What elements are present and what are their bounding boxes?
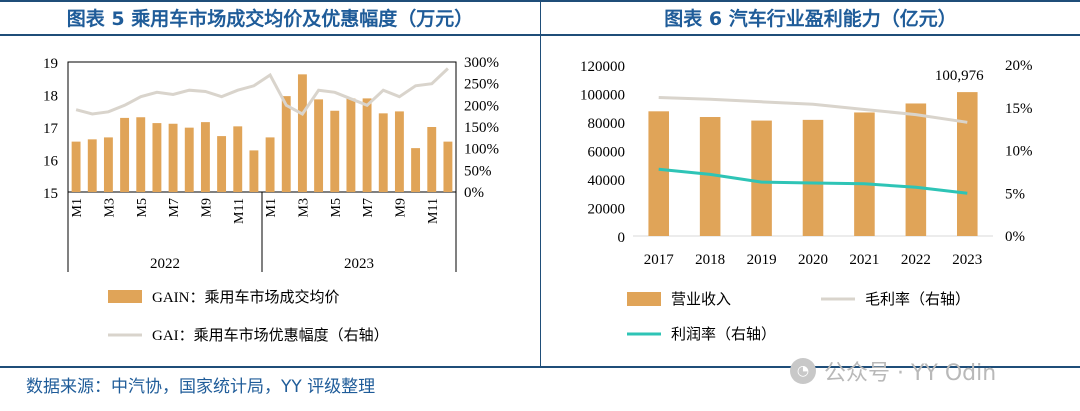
left-axis-tick: 120000 xyxy=(580,59,625,75)
right-axis-tick: 10% xyxy=(1005,144,1033,160)
month-tick: M9 xyxy=(199,198,214,217)
month-tick: M1 xyxy=(264,198,279,217)
month-tick: M3 xyxy=(296,198,311,217)
price-bar xyxy=(411,148,421,192)
gross-margin-line xyxy=(658,96,968,124)
price-bar xyxy=(378,113,388,192)
price-bar xyxy=(71,141,81,192)
month-tick: M5 xyxy=(135,198,150,217)
revenue-bar xyxy=(699,117,721,236)
year-label: 2022 xyxy=(150,256,180,272)
profit-margin-line xyxy=(658,167,968,195)
right-axis-tick: 250% xyxy=(464,77,499,93)
price-bar xyxy=(217,136,227,192)
price-bar xyxy=(249,150,259,192)
right-axis-tick: 20% xyxy=(1005,58,1033,74)
price-bar xyxy=(297,74,307,192)
price-bar xyxy=(443,141,453,192)
price-bar xyxy=(330,110,340,192)
year-tick: 2017 xyxy=(644,252,675,268)
source-note: 数据来源：中汽协，国家统计局，YY 评级整理 xyxy=(26,377,376,397)
price-bar xyxy=(346,98,356,192)
revenue-bar xyxy=(802,119,824,236)
price-bar xyxy=(314,99,324,192)
price-bar xyxy=(184,127,194,192)
month-tick: M11 xyxy=(426,198,441,224)
right-chart-title: 图表 6 汽车行业盈利能力（亿元） xyxy=(664,8,957,30)
year-tick: 2021 xyxy=(849,252,879,268)
year-tick: 2019 xyxy=(747,252,777,268)
month-tick: M5 xyxy=(329,198,344,217)
data-label-2023: 100,976 xyxy=(935,68,984,84)
left-axis-tick: 15 xyxy=(43,186,58,202)
watermark: ◔ 公众号 · YY Odin xyxy=(790,355,996,387)
price-bar xyxy=(152,123,162,192)
month-tick: M1 xyxy=(70,198,85,217)
legend-revenue-swatch xyxy=(627,292,661,306)
price-bar xyxy=(87,139,97,192)
left-axis-tick: 80000 xyxy=(588,116,626,132)
revenue-bar xyxy=(751,120,772,236)
month-tick: M7 xyxy=(167,198,182,217)
price-discount-chart: 15 16 17 18 19 0% 50% 100% 150% 200% 250% 300% M1 M3 M… xyxy=(43,55,499,344)
left-chart-title: 图表 5 乘用车市场成交均价及优惠幅度（万元） xyxy=(66,8,474,30)
wechat-icon: ◔ xyxy=(790,358,816,384)
year-tick: 2020 xyxy=(798,252,828,268)
price-bar xyxy=(362,98,372,192)
right-axis-tick: 200% xyxy=(464,98,499,114)
year-tick: 2022 xyxy=(901,252,931,268)
legend-revenue-label: 营业收入 xyxy=(671,291,731,308)
left-axis-tick: 20000 xyxy=(588,202,626,218)
right-axis-tick: 300% xyxy=(464,55,499,71)
year-label: 2023 xyxy=(344,256,374,272)
left-axis-tick: 19 xyxy=(43,56,58,72)
year-tick: 2018 xyxy=(695,252,725,268)
legend-bar-label: GAIN：乘用车市场成交均价 xyxy=(152,288,340,306)
price-bar xyxy=(233,126,243,192)
year-tick: 2023 xyxy=(952,252,982,268)
profitability-chart: 0 20000 40000 60000 80000 100000 120000 0% 5% 10%… xyxy=(580,58,1033,343)
price-bar xyxy=(265,137,275,192)
watermark-text: 公众号 · YY Odin xyxy=(824,361,997,386)
month-tick: M9 xyxy=(393,198,408,217)
left-axis-tick: 18 xyxy=(43,89,58,105)
price-bar xyxy=(427,127,437,192)
legend-line-label: GAI：乘用车市场优惠幅度（右轴） xyxy=(152,327,389,344)
price-bar xyxy=(200,122,210,192)
month-tick: M3 xyxy=(102,198,117,217)
right-axis-tick: 0% xyxy=(464,185,484,201)
price-bar xyxy=(394,111,404,192)
left-axis-tick: 17 xyxy=(43,121,59,137)
left-axis-tick: 60000 xyxy=(588,145,626,161)
right-axis-tick: 5% xyxy=(1005,186,1025,202)
right-axis-tick: 15% xyxy=(1005,101,1033,117)
legend-gross-label: 毛利率（右轴） xyxy=(865,291,970,308)
left-axis-tick: 16 xyxy=(43,154,59,170)
left-axis-tick: 100000 xyxy=(580,88,625,104)
price-bar xyxy=(281,96,291,192)
price-bar xyxy=(168,123,178,192)
legend-profit-label: 利润率（右轴） xyxy=(671,326,776,343)
price-bar xyxy=(103,137,113,192)
revenue-bar xyxy=(854,112,875,236)
revenue-bar xyxy=(648,111,669,236)
revenue-bar xyxy=(957,92,978,237)
price-bar xyxy=(120,117,130,192)
discount-line xyxy=(75,67,449,116)
right-axis-tick: 150% xyxy=(464,120,499,136)
panel-divider xyxy=(540,0,541,368)
month-tick: M11 xyxy=(232,198,247,224)
legend-bar-swatch xyxy=(108,290,142,303)
month-tick: M7 xyxy=(361,198,376,217)
right-axis-tick: 50% xyxy=(464,163,492,179)
right-axis-tick: 100% xyxy=(464,142,499,158)
price-bar xyxy=(136,117,146,192)
right-axis-tick: 0% xyxy=(1005,229,1025,245)
left-axis-tick: 40000 xyxy=(588,173,626,189)
left-axis-tick: 0 xyxy=(618,230,626,246)
revenue-bar xyxy=(905,103,927,236)
